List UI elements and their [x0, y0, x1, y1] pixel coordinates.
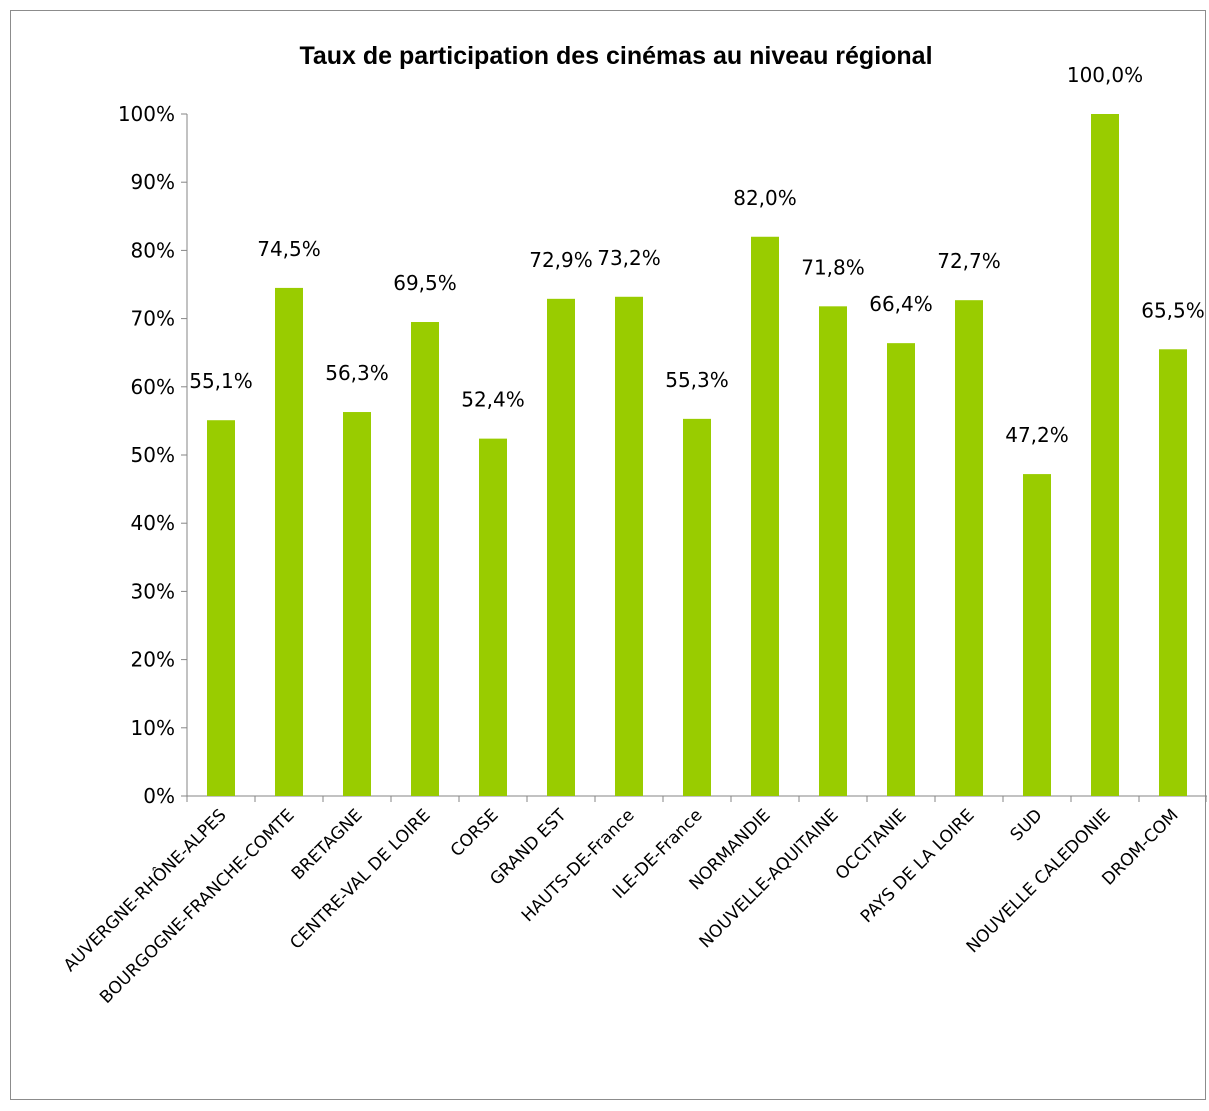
y-tick-label: 50% [131, 443, 175, 467]
bars [207, 114, 1187, 796]
y-tick-label: 60% [131, 375, 175, 399]
data-labels: 55,1% 74,5% 56,3% 69,5% 52,4% 72,9% 73,2% 55,3%… [189, 63, 1205, 447]
x-tick-label: NOUVELLE-AQUITAINE [696, 805, 843, 952]
y-tick-label: 40% [131, 511, 175, 535]
x-tick-label: PAYS DE LA LOIRE [857, 805, 979, 927]
bar [887, 343, 915, 796]
x-tick-label: CENTRE-VAL DE LOIRE [286, 805, 434, 953]
bar [479, 438, 507, 796]
bar-chart: Taux de participation des cinémas au niv… [59, 42, 1207, 1008]
y-tick-label: 30% [131, 579, 175, 603]
y-tick-label: 90% [131, 170, 175, 194]
bar [1091, 114, 1119, 796]
data-label: 82,0% [733, 186, 797, 210]
y-tick-label: 70% [131, 307, 175, 331]
y-tick-label: 100% [118, 102, 175, 126]
bar [955, 300, 983, 796]
data-label: 73,2% [597, 246, 661, 270]
bar [411, 322, 439, 796]
y-tick-labels: 0% 10% 20% 30% 40% 50% 60% 70% 80% 90% 100% [118, 102, 175, 808]
data-label: 74,5% [257, 237, 321, 261]
data-label: 55,1% [189, 369, 253, 393]
data-label: 100,0% [1067, 63, 1143, 87]
data-label: 72,9% [529, 248, 593, 272]
x-tick-label: SUD [1007, 805, 1047, 845]
y-tick-label: 80% [131, 238, 175, 262]
bar [819, 306, 847, 796]
bar [615, 296, 643, 796]
data-label: 66,4% [869, 292, 933, 316]
bar [1023, 474, 1051, 796]
bar [207, 420, 235, 796]
bar [547, 298, 575, 796]
y-tick-label: 20% [131, 648, 175, 672]
x-tick-label: CORSE [447, 805, 503, 861]
bar [343, 412, 371, 796]
data-label: 71,8% [801, 255, 865, 279]
data-label: 69,5% [393, 271, 457, 295]
chart-title: Taux de participation des cinémas au niv… [299, 42, 932, 70]
data-label: 72,7% [937, 249, 1001, 273]
chart-frame: Taux de participation des cinémas au niv… [10, 10, 1207, 1100]
bar [751, 236, 779, 796]
data-label: 55,3% [665, 368, 729, 392]
data-label: 47,2% [1005, 423, 1069, 447]
bar [683, 418, 711, 796]
bar [1159, 349, 1187, 796]
x-tick-label: HAUTS-DE-France [518, 805, 639, 926]
x-tick-labels: AUVERGNE-RHÔNE-ALPESBOURGOGNE-FRANCHE-CO… [59, 804, 1183, 1008]
bar [275, 287, 303, 796]
y-tick-label: 10% [131, 716, 175, 740]
data-label: 65,5% [1141, 298, 1205, 322]
x-tick-label: NOUVELLE CALEDONIE [963, 805, 1115, 957]
y-tick-label: 0% [143, 784, 175, 808]
data-label: 52,4% [461, 388, 525, 412]
data-label: 56,3% [325, 361, 389, 385]
